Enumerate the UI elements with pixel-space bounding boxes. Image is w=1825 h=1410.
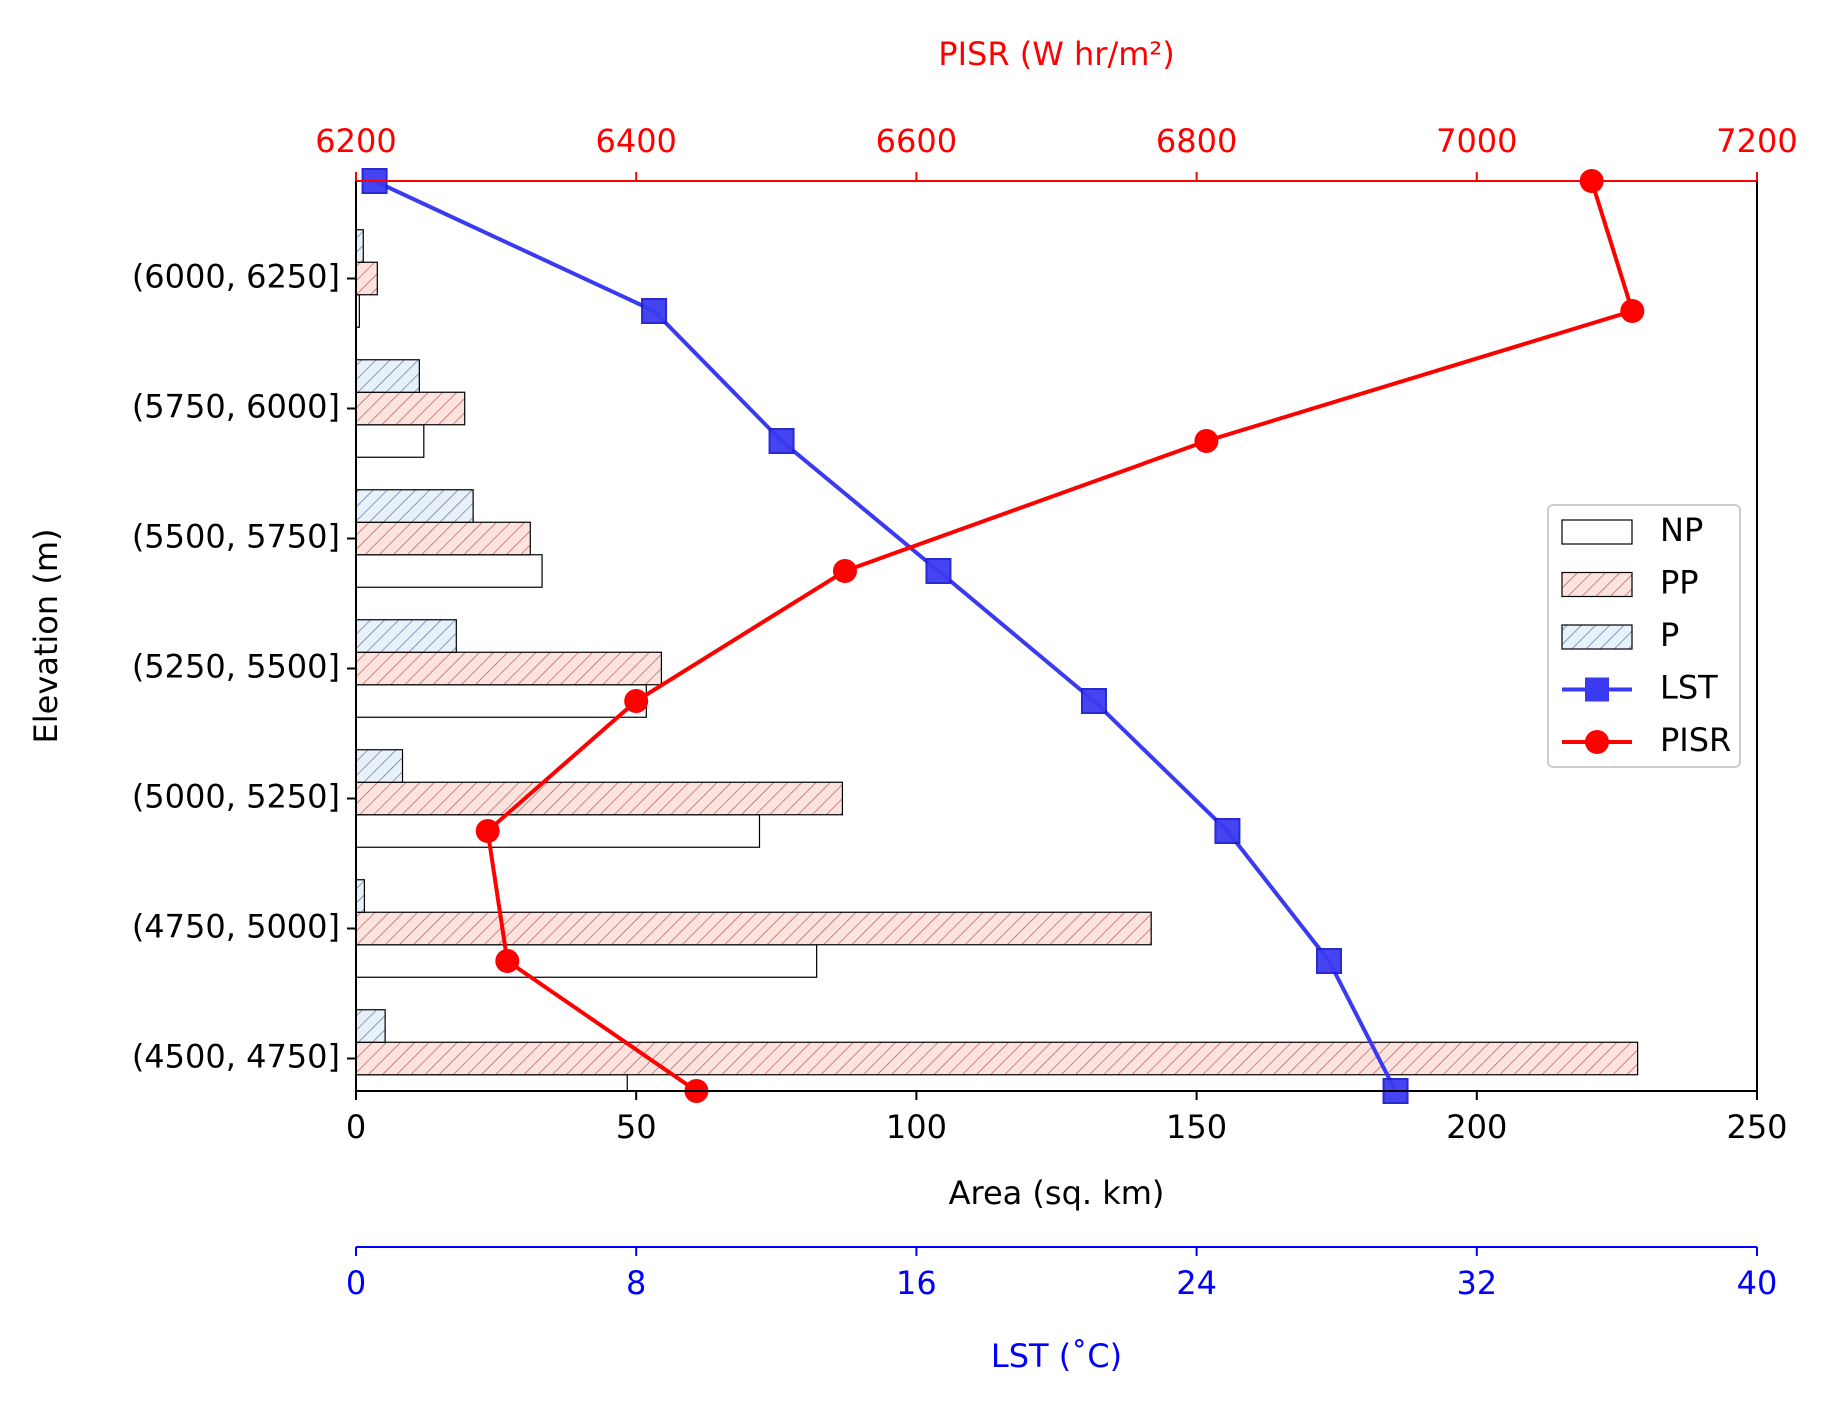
- marker: [495, 949, 520, 973]
- x-tick-label: 0: [346, 1264, 366, 1302]
- marker: [475, 819, 500, 843]
- x-tick-label: 250: [1726, 1108, 1787, 1146]
- marker: [624, 689, 649, 713]
- bar: [356, 781, 844, 816]
- bar: [356, 424, 425, 458]
- x-tick-label: 24: [1176, 1264, 1217, 1302]
- bar: [356, 911, 1152, 946]
- marker: [768, 428, 795, 454]
- bar: [356, 229, 364, 263]
- bar: [356, 554, 543, 588]
- marker: [641, 298, 668, 324]
- marker: [925, 558, 952, 584]
- y-tick-label: (4750, 5000]: [132, 908, 340, 946]
- x-tick-label: 16: [896, 1264, 937, 1302]
- x-tick-label: 6600: [876, 122, 957, 160]
- bar: [356, 1009, 386, 1043]
- x-tick-label: 40: [1737, 1264, 1778, 1302]
- bar: [356, 814, 761, 848]
- x-tick-label: 8: [626, 1264, 646, 1302]
- x-tick-label: 6200: [315, 122, 396, 160]
- x-tick-label: 7000: [1436, 122, 1517, 160]
- bar: [356, 944, 818, 978]
- legend-label: P: [1660, 616, 1679, 654]
- y-tick-label: (5500, 5750]: [132, 518, 340, 556]
- legend-label: NP: [1660, 511, 1703, 549]
- marker: [1194, 429, 1219, 453]
- line: [373, 179, 1398, 1092]
- bar: [356, 521, 531, 556]
- x3-axis-title: LST (˚C): [991, 1337, 1122, 1375]
- bar: [356, 879, 366, 913]
- x-tick-label: 6400: [595, 122, 676, 160]
- y-tick-label: (4500, 4750]: [132, 1038, 340, 1076]
- bar: [356, 651, 663, 686]
- bar: [356, 619, 457, 653]
- y-axis-title: Elevation (m): [27, 529, 65, 744]
- bar: [356, 261, 378, 296]
- y-tick-label: (6000, 6250]: [132, 258, 340, 296]
- legend-label: PISR: [1660, 721, 1731, 759]
- line: [485, 180, 1635, 1093]
- x-tick-label: 100: [886, 1108, 947, 1146]
- x-tick-label: 7200: [1716, 122, 1797, 160]
- marker: [832, 559, 857, 583]
- y-tick-label: (5250, 5500]: [132, 648, 340, 686]
- legend-label: LST: [1660, 669, 1718, 707]
- bar: [356, 489, 474, 523]
- x-tick-label: 32: [1456, 1264, 1497, 1302]
- marker: [1315, 948, 1342, 974]
- legend-swatch: [1561, 624, 1633, 650]
- x-tick-label: 150: [1166, 1108, 1227, 1146]
- legend-swatch: [1561, 571, 1633, 598]
- bar: [356, 749, 404, 783]
- bar: [356, 1041, 1639, 1076]
- y-tick-label: (5000, 5250]: [132, 778, 340, 816]
- y-tick-label: (5750, 6000]: [132, 388, 340, 426]
- marker: [1620, 299, 1645, 323]
- plot-area: [356, 229, 1639, 1091]
- legend-label: PP: [1660, 564, 1699, 602]
- x-axis-title: Area (sq. km): [949, 1174, 1165, 1212]
- bar: [356, 391, 466, 426]
- x-tick-label: 0: [346, 1108, 366, 1146]
- x-tick-label: 50: [616, 1108, 657, 1146]
- legend-marker: [1585, 730, 1609, 754]
- marker: [1214, 818, 1241, 844]
- legend-marker: [1585, 677, 1609, 702]
- bar: [356, 359, 420, 393]
- bar: [356, 684, 647, 718]
- legend-swatch: [1561, 519, 1633, 545]
- x-tick-label: 6800: [1156, 122, 1237, 160]
- x2-axis-title: PISR (W hr/m²): [938, 35, 1174, 73]
- x-tick-label: 200: [1446, 1108, 1507, 1146]
- marker: [1080, 688, 1107, 714]
